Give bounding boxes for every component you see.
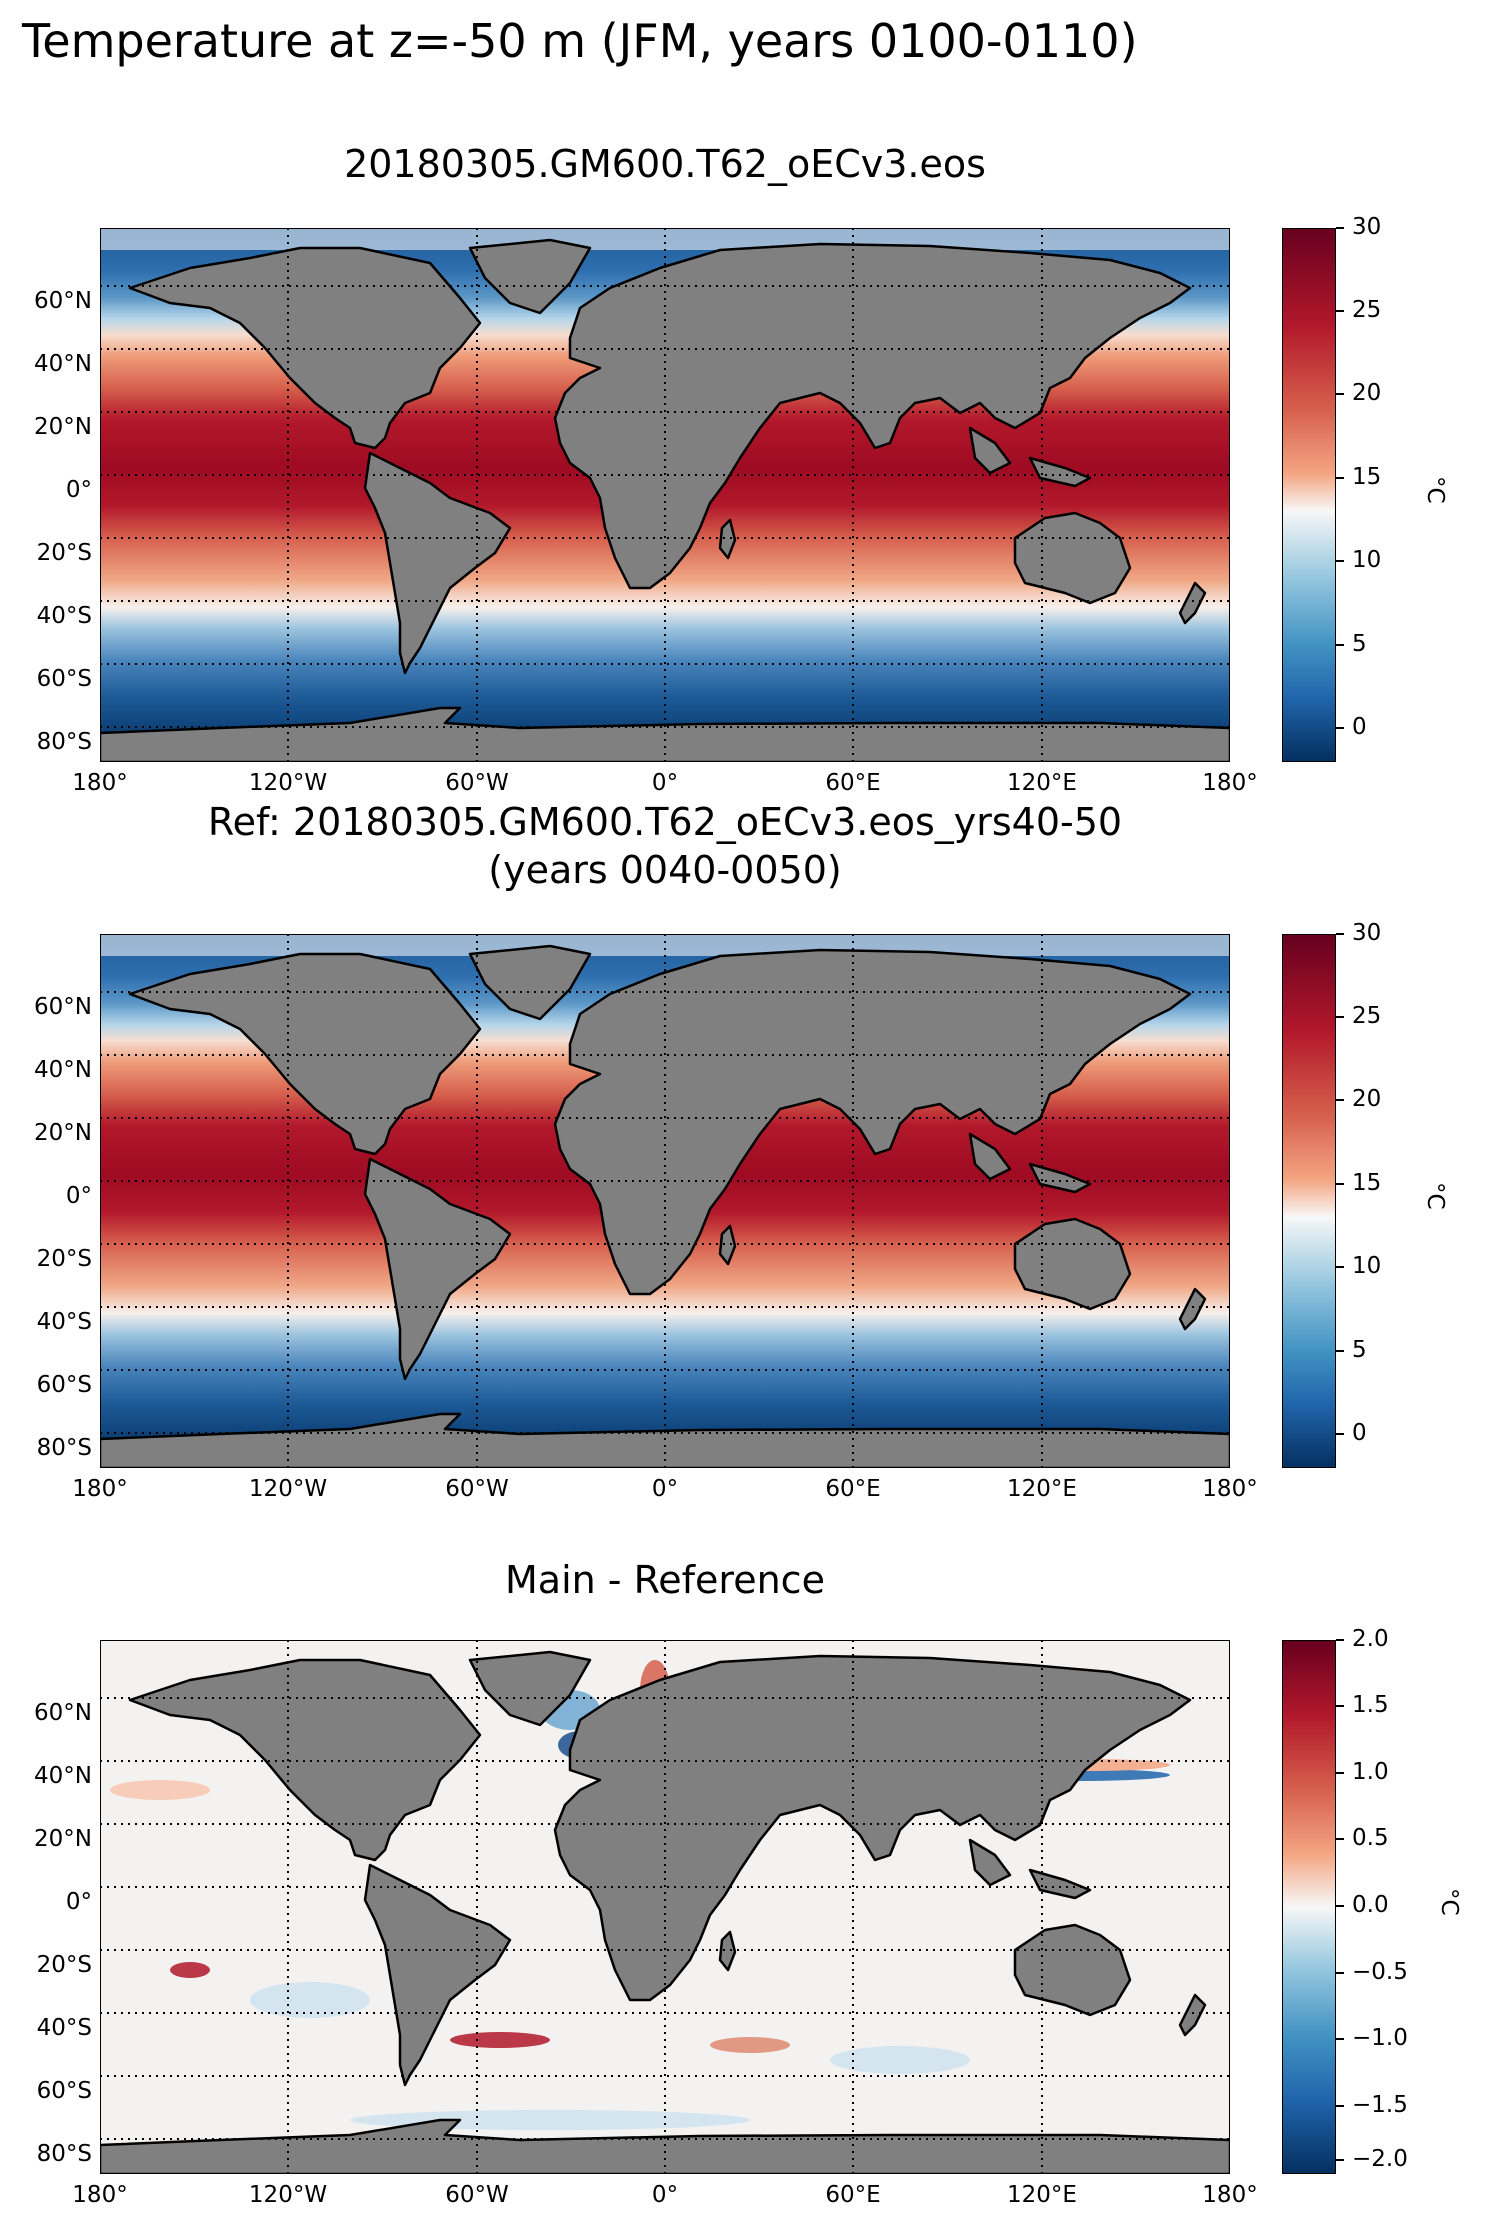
cbar-tick: 1.5 [1336,1692,1389,1718]
lat-label: 40°S [36,1309,92,1335]
lon-label: 0° [651,1476,679,1502]
lon-label: 180° [1202,1476,1258,1502]
figure-suptitle: Temperature at z=-50 m (JFM, years 0100-… [22,14,1138,68]
lon-label: 60°E [825,2182,881,2208]
cbar-tick: 25 [1336,1003,1381,1029]
lat-label: 20°S [36,540,92,566]
lon-label: 180° [72,2182,128,2208]
cbar-tick: 5 [1336,1337,1367,1363]
lon-label: 180° [72,770,128,796]
lat-label: 80°S [36,729,92,755]
lon-label: 60°W [445,770,509,796]
lat-label: 20°S [36,1246,92,1272]
cbar-tick: 0.5 [1336,1825,1389,1851]
cbar-tick: −0.5 [1336,1959,1408,1985]
lon-label: 120°E [1007,1476,1077,1502]
cbar-tick: 2.0 [1336,1626,1389,1652]
lat-label: 20°N [34,1826,92,1852]
panel-2-colorbar [1282,934,1336,1468]
lat-label: 60°N [34,994,92,1020]
panel-3-colorbar-unit: °C [1436,1888,1462,1916]
panel-1-colorbar-unit: °C [1422,476,1448,504]
panel-3-map [100,1640,1230,2174]
cbar-tick: 0 [1336,714,1367,740]
lat-label: 20°N [34,414,92,440]
lon-label: 180° [1202,770,1258,796]
cbar-tick: 20 [1336,380,1381,406]
lon-label: 60°W [445,2182,509,2208]
lon-label: 120°W [248,2182,328,2208]
lat-label: 0° [65,477,92,503]
lon-label: 0° [651,770,679,796]
lat-label: 60°S [36,1372,92,1398]
lat-label: 0° [65,1889,92,1915]
cbar-tick: 30 [1336,920,1381,946]
panel-2-title: Ref: 20180305.GM600.T62_oECv3.eos_yrs40-… [207,800,1123,844]
panel-3-colorbar [1282,1640,1336,2174]
panel-2-colorbar-ticks: 30 25 20 15 10 5 0 [1336,920,1456,1468]
cbar-tick: 30 [1336,214,1381,240]
lat-label: 40°N [34,1057,92,1083]
cbar-tick: 5 [1336,631,1367,657]
cbar-tick: 0.0 [1336,1892,1389,1918]
cbar-tick: −1.5 [1336,2092,1408,2118]
cbar-tick: 10 [1336,1253,1381,1279]
lon-label: 60°E [825,770,881,796]
cbar-tick: 15 [1336,1170,1381,1196]
lat-label: 0° [65,1183,92,1209]
lon-label: 60°E [825,1476,881,1502]
lat-label: 60°S [36,666,92,692]
cbar-tick: 0 [1336,1420,1367,1446]
lat-label: 20°S [36,1952,92,1978]
lat-label: 40°S [36,603,92,629]
panel-1-map [100,228,1230,762]
cbar-tick: 15 [1336,464,1381,490]
lon-label: 120°W [248,1476,328,1502]
lat-label: 40°S [36,2015,92,2041]
lat-label: 60°N [34,288,92,314]
panel-3-colorbar-ticks: 2.0 1.5 1.0 0.5 0.0 −0.5 −1.0 −1.5 −2.0 [1336,1626,1456,2174]
lat-label: 80°S [36,2141,92,2167]
panel-2-colorbar-unit: °C [1422,1182,1448,1210]
panel-3-title: Main - Reference [505,1558,825,1602]
cbar-tick: 25 [1336,297,1381,323]
lon-label: 180° [72,1476,128,1502]
lat-label: 40°N [34,351,92,377]
lat-label: 40°N [34,1763,92,1789]
lon-label: 120°E [1007,770,1077,796]
lon-label: 180° [1202,2182,1258,2208]
panel-2-map [100,934,1230,1468]
panel-2-subtitle: (years 0040-0050) [488,848,842,892]
lat-label: 60°S [36,2078,92,2104]
lon-label: 120°W [248,770,328,796]
cbar-tick: 1.0 [1336,1759,1389,1785]
panel-1-colorbar [1282,228,1336,762]
panel-1-colorbar-ticks: 30 25 20 15 10 5 0 [1336,214,1456,762]
cbar-tick: −2.0 [1336,2146,1408,2172]
cbar-tick: −1.0 [1336,2025,1408,2051]
lon-label: 120°E [1007,2182,1077,2208]
cbar-tick: 10 [1336,547,1381,573]
panel-1-title: 20180305.GM600.T62_oECv3.eos [344,142,986,186]
lon-label: 0° [651,2182,679,2208]
lat-label: 20°N [34,1120,92,1146]
lat-label: 60°N [34,1700,92,1726]
lat-label: 80°S [36,1435,92,1461]
cbar-tick: 20 [1336,1086,1381,1112]
lon-label: 60°W [445,1476,509,1502]
